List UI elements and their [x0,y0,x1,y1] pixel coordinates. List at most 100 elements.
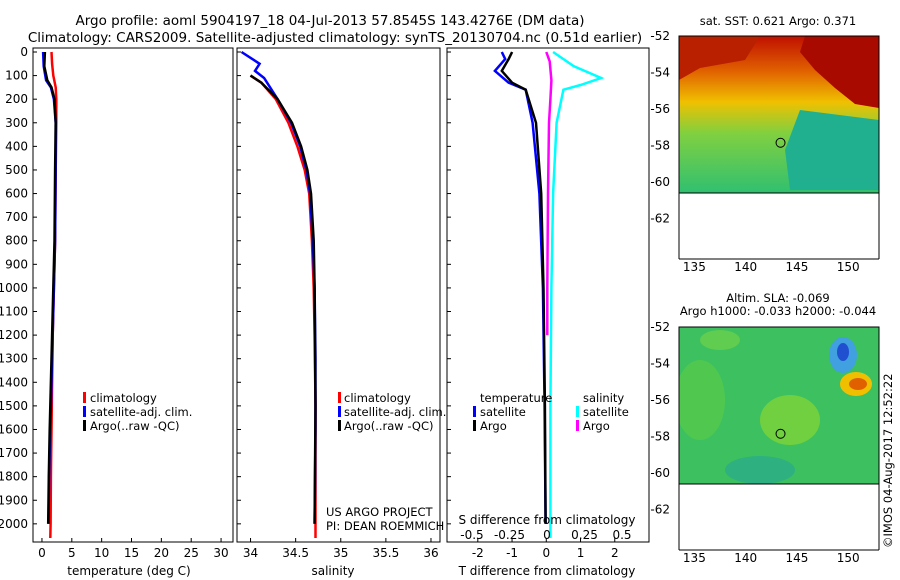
legend-label-temp-satellite: satellite [480,405,526,419]
salinity-series-group [240,50,317,538]
sla-map-frame [678,326,880,485]
x-tick-label: 5 [68,546,76,560]
depth-tick-label: 600 [5,187,28,201]
map-lon-tick: 150 [837,551,860,565]
legend-label-sal-argo: Argo [583,419,610,433]
map-lon-tick: 140 [734,260,757,274]
map-lat-tick: -56 [650,102,670,116]
header-line-1: Argo profile: aoml 5904197_18 04-Jul-201… [75,13,584,29]
x-tick-label: 35 [333,546,348,560]
map-lat-tick: -58 [650,430,670,444]
header-line-2: Climatology: CARS2009. Satellite-adjuste… [28,30,642,46]
series-line-salinity-argo [545,51,553,336]
depth-tick-label: 100 [5,69,28,83]
x-tick-label-salinity: 0.5 [612,528,631,542]
depth-tick-label: 1000 [0,281,28,295]
map-lon-tick: 135 [683,551,706,565]
x-tick-labels: 0 5 10 15 20 25 30 34 34.5 35 35.5 36 -2 -1 0 1 2 -0.5 -0.… [38,528,631,560]
legend-label-climatology: climatology [344,391,411,405]
series-line-argo [249,74,317,524]
legend-swatch-argo [338,420,341,431]
sst-argo-marker [775,137,786,148]
x-tick-label-salinity: -0.5 [460,528,483,542]
sst-warm-patch [800,36,879,108]
temperature-panel-frame [32,47,234,543]
legend-label-satellite: satellite-adj. clim. [344,405,446,419]
salinity-annotation-project: US ARGO PROJECT [326,505,434,519]
x-tick-label-salinity: 0.25 [571,528,598,542]
depth-tick-label: 1400 [0,375,28,389]
temperature-legend: climatology satellite-adj. clim. Argo(..… [83,391,192,433]
depth-tick-label: 1600 [0,422,28,436]
temperature-xlabel: temperature (deg C) [67,564,190,578]
map-lat-tick: -62 [650,212,670,226]
x-tick-label: -1 [506,546,518,560]
x-tick-label: 0 [542,546,550,560]
map-lon-tick: 135 [683,260,706,274]
depth-tick-label: 900 [5,257,28,271]
difference-series-group [493,50,605,538]
sst-cool-patch [785,110,879,190]
series-line-argo [43,51,57,524]
sst-warm-patch-west [679,36,760,80]
x-tick-label-salinity: 0 [543,528,551,542]
map-lat-tick: -58 [650,139,670,153]
series-line-climatology [249,74,317,538]
x-tick-label: 25 [184,546,199,560]
difference-xlabel-salinity: S difference from climatology [459,513,636,527]
depth-tick-label: 1700 [0,446,28,460]
depth-tick-label: 1200 [0,328,28,342]
x-tick-label: 20 [154,546,169,560]
sst-map-frame [678,35,880,194]
sla-map-title: Altim. SLA: -0.069 [726,291,830,305]
sla-high-core [849,378,867,390]
x-tick-label: 15 [124,546,139,560]
depth-tick-label: 300 [5,116,28,130]
map-lat-tick: -52 [650,320,670,334]
map-lat-tick: -54 [650,66,670,80]
difference-panel-frame [446,47,650,543]
legend-swatch-argo [83,420,86,431]
sla-patch [760,395,820,445]
map-lat-tick: -52 [650,29,670,43]
legend-swatch-climatology [338,392,341,403]
x-tick-label: 1 [577,546,585,560]
legend-label-temp-argo: Argo [480,419,507,433]
depth-tick-label: 400 [5,139,28,153]
difference-legend: temperature salinity satellite Argo sate… [473,391,629,433]
legend-label-satellite: satellite-adj. clim. [90,405,192,419]
depth-tick-label: 700 [5,210,28,224]
x-tick-label: 0 [38,546,46,560]
sla-patch [700,330,740,350]
legend-label-argo: Argo(..raw -QC) [90,419,180,433]
legend-swatch-satellite [83,406,86,417]
series-line-temperature-argo [500,51,547,524]
difference-xlabel: T difference from climatology [458,564,636,578]
legend-swatch-climatology [83,392,86,403]
depth-tick-label: 200 [5,92,28,106]
legend-label-argo: Argo(..raw -QC) [344,419,434,433]
depth-axis: 0 100 200 300 400 500 600 700 800 900 1000 1100 1200… [0,45,451,531]
x-tick-label-salinity: -0.25 [494,528,525,542]
sla-map-ticks: -52 -54 -56 -58 -60 -62 135 140 145 150 [650,320,880,565]
map-lon-tick: 145 [785,551,808,565]
depth-tick-label: 1900 [0,493,28,507]
depth-tick-label: 0 [20,45,28,59]
map-lat-tick: -62 [650,503,670,517]
x-tick-label: 30 [213,546,228,560]
sst-map-title: sat. SST: 0.621 Argo: 0.371 [700,14,857,28]
x-tick-label: 35.5 [373,546,400,560]
depth-tick-label: 2000 [0,517,28,531]
sla-argo-marker [775,428,786,439]
legend-swatch-temp-satellite [473,406,476,417]
x-tick-label: 34.5 [282,546,309,560]
salinity-legend: climatology satellite-adj. clim. Argo(..… [326,391,446,533]
depth-tick-label: 800 [5,234,28,248]
map-lon-tick: 145 [785,260,808,274]
legend-swatch-temp-argo [473,420,476,431]
sst-heatmap [679,36,879,193]
footer-timestamp: ©IMOS 04-Aug-2017 12:52:22 [881,373,895,548]
sla-low-core [837,343,849,361]
depth-tick-label: 1800 [0,470,28,484]
